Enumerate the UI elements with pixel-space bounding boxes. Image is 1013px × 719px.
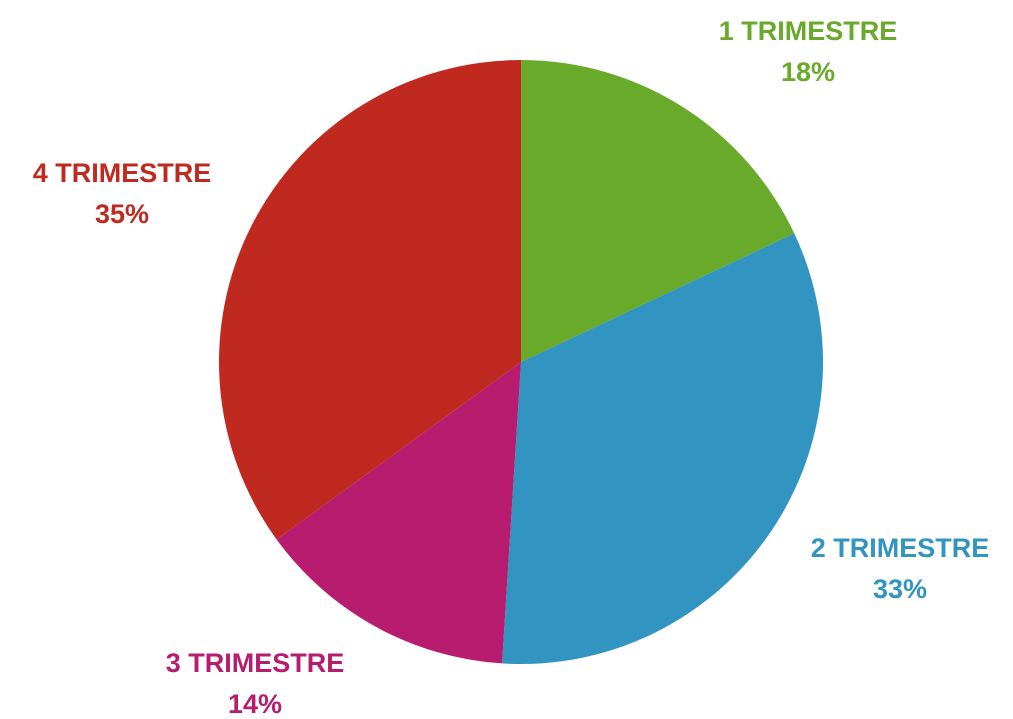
pie-slice [276,362,521,664]
pie-slice [502,233,823,664]
slice-label: 3 TRIMESTRE [166,648,345,678]
slice-label: 2 TRIMESTRE [811,533,990,563]
slice-value-label: 35% [95,199,149,229]
slice-label: 4 TRIMESTRE [33,158,212,188]
slice-value-label: 18% [781,57,835,87]
slice-label: 1 TRIMESTRE [719,16,898,46]
pie-slice [219,60,522,540]
pie-slice [521,60,795,362]
slice-value-label: 14% [228,689,282,719]
slice-value-label: 33% [873,574,927,604]
